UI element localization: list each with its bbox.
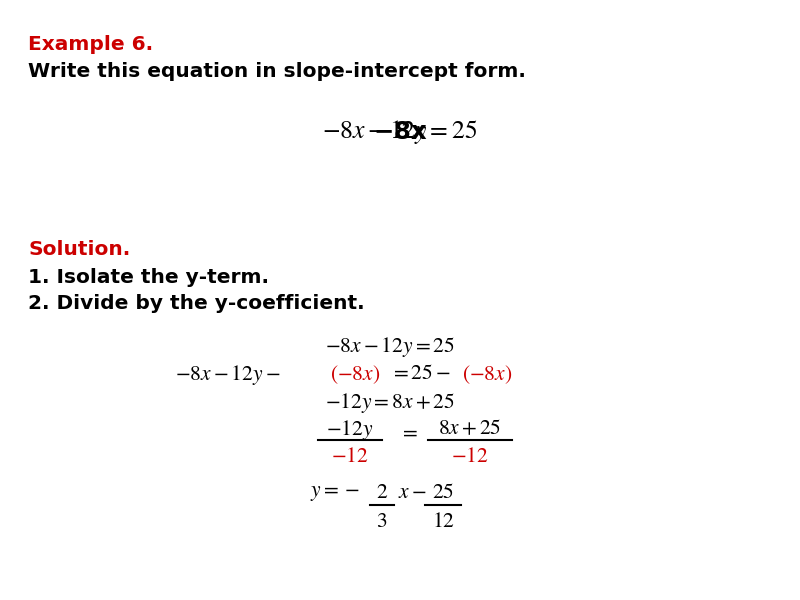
Text: $25$: $25$ <box>432 482 454 503</box>
Text: $-12y$: $-12y$ <box>326 418 374 442</box>
Text: $12$: $12$ <box>431 511 454 532</box>
Text: $-12$: $-12$ <box>331 446 369 467</box>
Text: 2. Divide by the y-coefficient.: 2. Divide by the y-coefficient. <box>28 294 365 313</box>
Text: $\mathbf{-8}$$\mathbf{x}$: $\mathbf{-8}$$\mathbf{x}$ <box>373 120 427 144</box>
Text: Write this equation in slope-intercept form.: Write this equation in slope-intercept f… <box>28 62 526 81</box>
Text: $(-8x)$: $(-8x)$ <box>330 363 380 386</box>
Text: $2$: $2$ <box>376 482 388 503</box>
Text: $-12$: $-12$ <box>451 446 489 467</box>
Text: $3$: $3$ <box>376 511 388 532</box>
Text: $-12y=8x+25$: $-12y=8x+25$ <box>325 391 455 415</box>
Text: $x-$: $x-$ <box>398 482 426 503</box>
Text: $(-8x)$: $(-8x)$ <box>462 363 512 386</box>
Text: Solution.: Solution. <box>28 240 130 259</box>
Text: $=25-$: $=25-$ <box>390 363 451 384</box>
Text: $-8x-12y=25$: $-8x-12y=25$ <box>322 118 478 146</box>
Text: $-8x-12y-$: $-8x-12y-$ <box>175 363 281 387</box>
Text: $-8x-12y=25$: $-8x-12y=25$ <box>325 335 455 359</box>
Text: $y=-$: $y=-$ <box>310 482 359 503</box>
Text: $=$: $=$ <box>398 422 418 443</box>
Text: 1. Isolate the y-term.: 1. Isolate the y-term. <box>28 268 269 287</box>
Text: Example 6.: Example 6. <box>28 35 153 54</box>
Text: $8x+25$: $8x+25$ <box>438 418 502 439</box>
